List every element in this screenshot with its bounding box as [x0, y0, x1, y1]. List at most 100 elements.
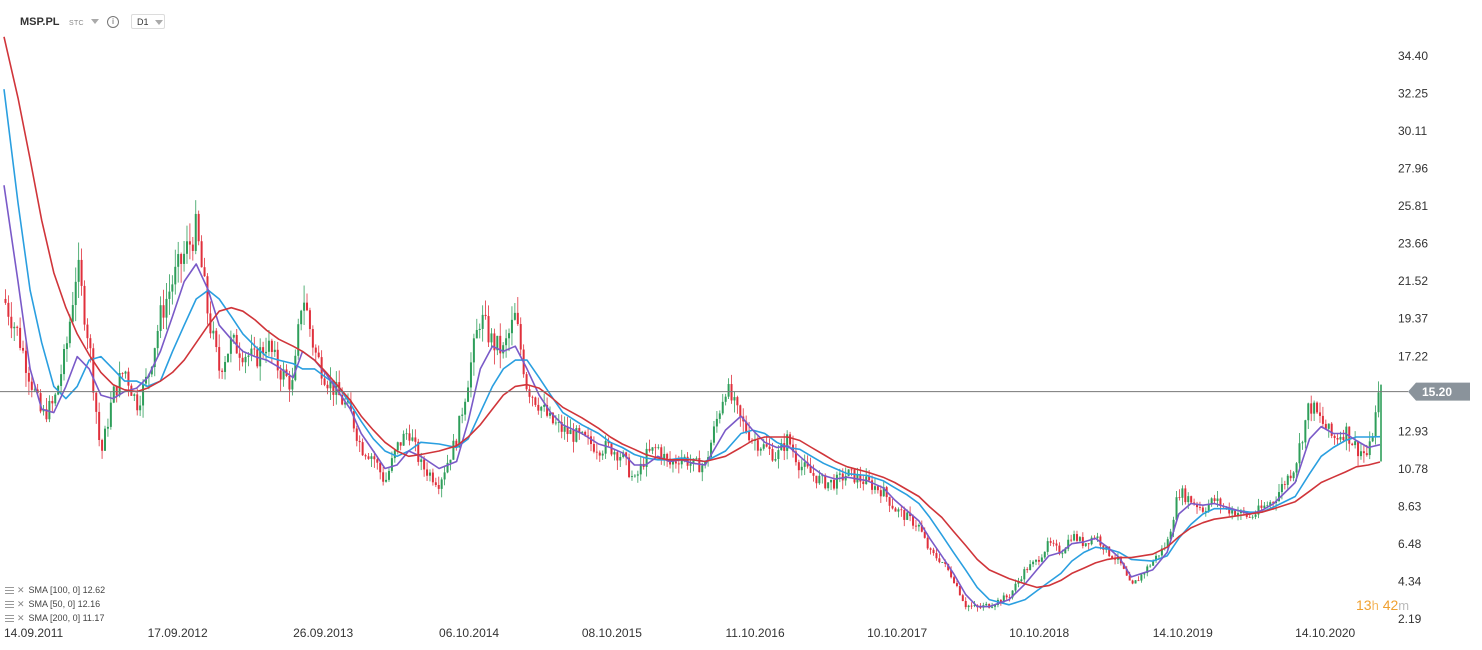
candle-up	[60, 374, 63, 386]
y-tick-label: 17.22	[1398, 349, 1428, 363]
candle-up	[1286, 475, 1289, 485]
candle-down	[677, 463, 680, 465]
candle-down	[537, 404, 540, 411]
candle-down	[794, 451, 797, 463]
candle-up	[481, 314, 484, 329]
candle-down	[1201, 507, 1204, 512]
candle-up	[692, 458, 695, 464]
candle-down	[95, 392, 98, 412]
candle-down	[1099, 536, 1102, 546]
candle-up	[265, 351, 268, 354]
candle-down	[748, 431, 751, 441]
legend-label: SMA [100, 0]	[28, 585, 81, 595]
candle-up	[1204, 510, 1207, 512]
candle-down	[361, 442, 364, 456]
candle-up	[370, 456, 373, 459]
candle-down	[1114, 558, 1117, 560]
candle-down	[1321, 415, 1324, 424]
candle-up	[405, 433, 408, 435]
candle-up	[1263, 505, 1266, 508]
candle-up	[396, 442, 399, 451]
candle-down	[1219, 498, 1222, 507]
candle-up	[633, 475, 636, 477]
timeframe-select[interactable]: D1	[131, 14, 165, 29]
settings-icon[interactable]	[5, 586, 14, 594]
info-icon[interactable]: i	[107, 16, 119, 28]
candle-down	[1333, 435, 1336, 439]
y-tick-label: 25.81	[1398, 199, 1428, 213]
candle-down	[191, 244, 194, 251]
candle-down	[900, 509, 903, 511]
close-icon[interactable]: ✕	[17, 613, 25, 623]
close-icon[interactable]: ✕	[17, 585, 25, 595]
candle-countdown: 13h 42m	[1356, 597, 1409, 613]
candle-up	[1207, 504, 1210, 511]
candle-up	[1313, 402, 1316, 414]
candle-down	[270, 340, 273, 352]
candle-down	[888, 497, 891, 506]
candle-up	[1064, 548, 1067, 554]
candle-up	[142, 383, 145, 406]
settings-icon[interactable]	[5, 600, 14, 608]
candle-down	[206, 276, 209, 314]
candle-up	[452, 440, 455, 460]
candle-up	[194, 213, 197, 251]
candle-up	[897, 509, 900, 512]
candle-down	[947, 563, 950, 571]
candle-up	[563, 426, 566, 432]
candle-down	[1248, 516, 1251, 518]
candle-up	[1078, 537, 1081, 541]
candle-up	[13, 326, 16, 329]
candle-down	[431, 472, 434, 483]
candle-down	[961, 595, 964, 601]
candle-down	[1131, 580, 1134, 584]
candle-up	[490, 333, 493, 343]
instrument-symbol[interactable]: MSP.PL	[20, 16, 60, 28]
y-tick-label: 30.11	[1398, 124, 1427, 138]
candle-up	[1371, 437, 1374, 442]
candle-up	[581, 431, 584, 433]
candle-down	[426, 469, 429, 476]
candle-down	[188, 241, 191, 245]
countdown-hours: 13	[1356, 597, 1372, 613]
price-tag-label: 15.20	[1422, 385, 1452, 399]
candle-up	[1023, 569, 1026, 580]
candle-down	[1283, 484, 1286, 485]
candle-down	[616, 452, 619, 461]
candle-up	[1146, 566, 1149, 574]
candle-down	[121, 373, 124, 374]
candle-up	[224, 361, 227, 372]
candle-down	[546, 405, 549, 416]
candle-down	[929, 548, 932, 550]
candle-down	[598, 452, 601, 456]
chevron-down-icon[interactable]	[91, 19, 99, 24]
candle-up	[835, 474, 838, 489]
legend-label: SMA [200, 0]	[28, 613, 81, 623]
candle-down	[323, 378, 326, 385]
y-axis: 34.40 32.25 30.11 27.96 25.81 23.66 21.52 19.37…	[1398, 49, 1428, 626]
y-tick-label: 6.48	[1398, 537, 1422, 551]
candle-down	[16, 326, 19, 328]
candle-up	[967, 605, 970, 608]
candle-down	[127, 371, 130, 386]
x-tick-label: 26.09.2013	[293, 626, 353, 640]
candle-down	[587, 435, 590, 437]
candle-up	[159, 305, 162, 331]
candle-down	[1178, 497, 1181, 498]
candle-up	[1172, 519, 1175, 532]
candle-down	[950, 570, 953, 578]
candle-up	[727, 384, 730, 397]
candle-down	[771, 448, 774, 461]
settings-icon[interactable]	[5, 614, 14, 622]
y-tick-label: 21.52	[1398, 274, 1428, 288]
close-icon[interactable]: ✕	[17, 599, 25, 609]
candle-down	[45, 409, 48, 420]
candle-down	[341, 395, 344, 405]
candle-down	[1228, 507, 1231, 514]
candle-up	[1368, 441, 1371, 456]
candle-up	[508, 333, 511, 339]
candle-down	[589, 436, 592, 445]
candle-down	[595, 451, 598, 453]
candle-up	[502, 345, 505, 354]
